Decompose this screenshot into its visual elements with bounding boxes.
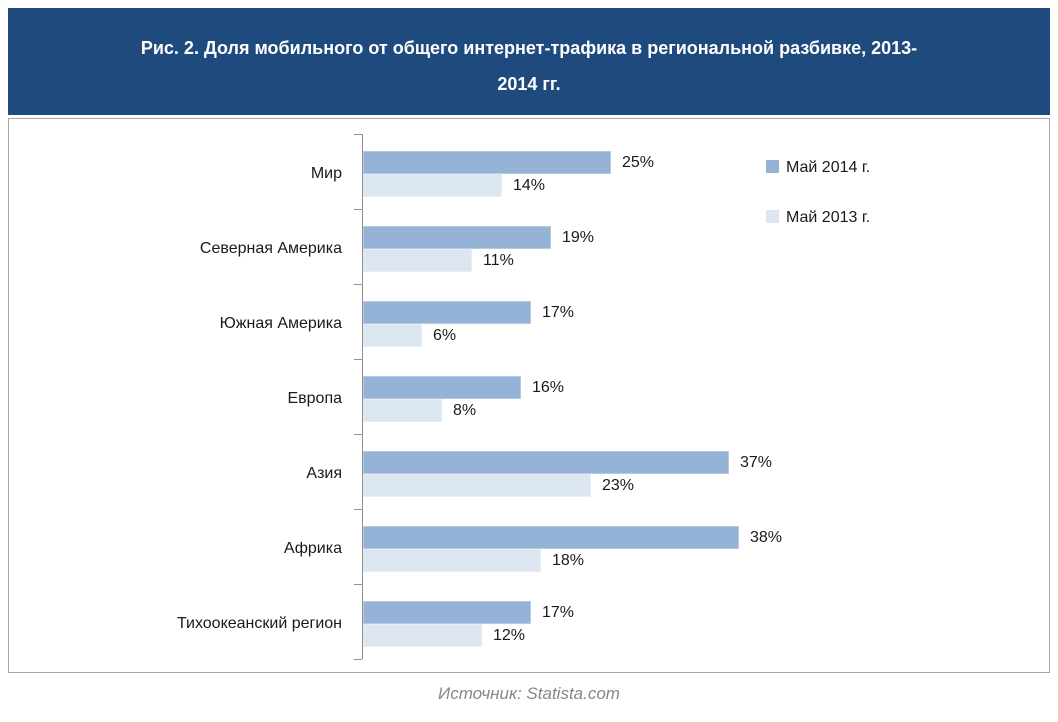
figure-title-line-2: 2014 гг. [497, 74, 561, 94]
axis-tick [354, 509, 362, 510]
value-label: 11% [483, 252, 514, 269]
bar-may-2013 [363, 174, 502, 197]
legend-swatch-may-2014-icon [766, 160, 779, 173]
bar-may-2014 [363, 376, 521, 399]
value-label: 19% [562, 229, 595, 246]
chart-row: Азия 37% 23% [9, 434, 1049, 509]
chart-row: Европа 16% 8% [9, 359, 1049, 434]
category-label: Азия [306, 465, 342, 482]
legend-swatch-may-2013-icon [766, 210, 779, 223]
value-label: 38% [750, 529, 783, 546]
category-label: Европа [287, 390, 342, 407]
value-label: 17% [542, 604, 575, 621]
value-label: 23% [602, 477, 635, 494]
category-label: Южная Америка [219, 315, 342, 332]
bar-may-2014 [363, 601, 531, 624]
axis-tick [354, 584, 362, 585]
axis-tick [354, 209, 362, 210]
axis-tick [354, 434, 362, 435]
bar-may-2014 [363, 226, 551, 249]
value-label: 14% [513, 177, 546, 194]
bar-may-2014 [363, 301, 531, 324]
chart-row: Северная Америка 19% 11% [9, 209, 1049, 284]
value-label: 17% [542, 304, 575, 321]
legend-label: Май 2013 г. [786, 209, 871, 226]
axis-tick [354, 284, 362, 285]
category-label: Северная Америка [199, 240, 342, 257]
chart-row: Мир 25% 14% [9, 134, 1049, 209]
bar-may-2014 [363, 526, 739, 549]
bar-may-2013 [363, 474, 591, 497]
bar-may-2013 [363, 624, 482, 647]
legend-label: Май 2014 г. [786, 159, 871, 176]
value-label: 6% [433, 327, 457, 344]
bar-may-2013 [363, 399, 442, 422]
legend: Май 2014 г. Май 2013 г. [766, 159, 870, 259]
chart-row: Тихоокеанский регион 17% 12% [9, 584, 1049, 659]
figure-title-line-1: Рис. 2. Доля мобильного от общего интерн… [140, 38, 918, 58]
category-label: Тихоокеанский регион [176, 615, 342, 632]
source-caption: Источник: Statista.com [438, 684, 620, 703]
category-axis-line [362, 134, 363, 659]
value-label: 18% [552, 552, 585, 569]
chart-row: Африка 38% 18% [9, 509, 1049, 584]
value-label: 12% [493, 627, 526, 644]
category-label: Мир [310, 165, 342, 182]
axis-tick [354, 659, 362, 660]
chart-row: Южная Америка 17% 6% [9, 284, 1049, 359]
axis-tick [354, 134, 362, 135]
bar-may-2013 [363, 324, 422, 347]
bar-may-2013 [363, 549, 541, 572]
bar-may-2014 [363, 451, 729, 474]
value-label: 16% [532, 379, 565, 396]
chart-panel: Мир 25% 14% Северная Америка 19% 11% Южная Аме… [8, 118, 1050, 673]
value-label: 37% [740, 454, 773, 471]
bar-may-2013 [363, 249, 472, 272]
category-label: Африка [283, 540, 342, 557]
value-label: 8% [453, 402, 477, 419]
plot-area: Мир 25% 14% Северная Америка 19% 11% Южная Аме… [9, 134, 1049, 660]
legend-item-may-2013: Май 2013 г. [766, 209, 870, 227]
bar-may-2014 [363, 151, 611, 174]
value-label: 25% [622, 154, 655, 171]
legend-item-may-2014: Май 2014 г. [766, 159, 870, 177]
axis-tick [354, 359, 362, 360]
figure-title: Рис. 2. Доля мобильного от общего интерн… [8, 8, 1050, 115]
